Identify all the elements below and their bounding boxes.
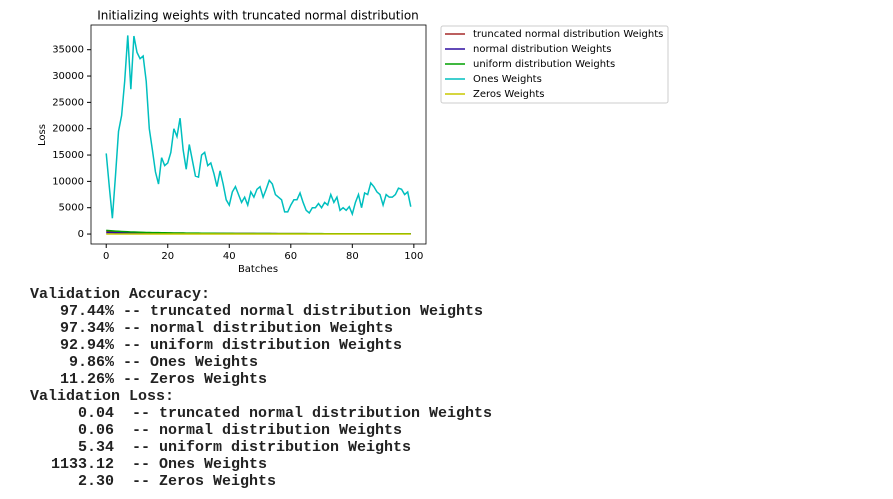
chart-title: Initializing weights with truncated norm…	[97, 9, 419, 23]
output-value: 97.34%	[59, 320, 114, 337]
output-label: -- truncated normal distribution Weights	[123, 405, 493, 422]
legend-label: Ones Weights	[473, 74, 542, 85]
line-series	[106, 229, 411, 235]
output-label: -- normal distribution Weights	[123, 422, 403, 439]
y-tick-label: 30000	[52, 71, 84, 82]
legend-label: uniform distribution Weights	[473, 59, 615, 70]
y-tick-label: 35000	[52, 45, 84, 56]
output-row: 2.30 -- Zeros Weights	[30, 473, 492, 490]
output-value: 5.34	[77, 439, 114, 456]
y-tick-label: 20000	[52, 124, 84, 135]
x-tick-label: 20	[161, 251, 174, 262]
output-row: 0.06 -- normal distribution Weights	[30, 422, 492, 439]
output-value: 97.44%	[59, 303, 114, 320]
x-tick-label: 40	[223, 251, 236, 262]
output-label: -- Ones Weights	[123, 456, 268, 473]
legend-box	[440, 25, 669, 104]
x-axis-label: Batches	[238, 264, 278, 275]
output-heading: Validation Accuracy:	[30, 286, 211, 303]
output-row: 92.94% -- uniform distribution Weights	[30, 337, 492, 354]
y-tick-label: 10000	[52, 176, 84, 187]
y-tick-label: 25000	[52, 97, 84, 108]
x-tick-label: 0	[103, 251, 109, 262]
output: Validation Accuracy: 97.44% -- truncated n…	[30, 286, 492, 490]
x-tick-label: 100	[404, 251, 423, 262]
output-row: 1133.12 -- Ones Weights	[30, 456, 492, 473]
output-value: 1133.12	[50, 456, 114, 473]
legend-label: normal distribution Weights	[473, 44, 611, 55]
output-row: 9.86% -- Ones Weights	[30, 354, 492, 371]
output-row: 11.26% -- Zeros Weights	[30, 371, 492, 388]
output-value: 92.94%	[59, 337, 114, 354]
legend-label: truncated normal distribution Weights	[473, 29, 663, 40]
output-row: 5.34 -- uniform distribution Weights	[30, 439, 492, 456]
output-value: 0.04	[77, 405, 114, 422]
output-value: 0.06	[77, 422, 114, 439]
chart: Initializing weights with truncated norm…	[37, 9, 669, 275]
legend-label: Zeros Weights	[473, 89, 544, 100]
line-series	[105, 35, 412, 219]
output-label: -- truncated normal distribution Weights	[123, 303, 484, 320]
y-tick-label: 15000	[52, 150, 84, 161]
output-value: 11.26%	[59, 371, 114, 388]
y-axis-label: Loss	[37, 124, 48, 146]
output-label: -- Zeros Weights	[123, 473, 277, 490]
output-row: 97.44% -- truncated normal distribution W…	[30, 303, 492, 320]
plot-frame	[90, 24, 427, 245]
output-label: -- Zeros Weights	[123, 371, 268, 388]
y-tick-label: 0	[78, 229, 84, 240]
x-tick-label: 80	[346, 251, 359, 262]
output-label: -- uniform distribution Weights	[123, 439, 412, 456]
output-label: -- uniform distribution Weights	[123, 337, 403, 354]
output-row: 97.34% -- normal distribution Weights	[30, 320, 492, 337]
output-value: 2.30	[77, 473, 114, 490]
y-tick-label: 5000	[59, 203, 84, 214]
output-label: -- normal distribution Weights	[123, 320, 394, 337]
output-heading: Validation Loss:	[30, 388, 175, 405]
x-tick-label: 60	[284, 251, 297, 262]
output-label: -- Ones Weights	[123, 354, 259, 371]
output-value: 9.86%	[68, 354, 114, 371]
output-row: 0.04 -- truncated normal distribution We…	[30, 405, 492, 422]
